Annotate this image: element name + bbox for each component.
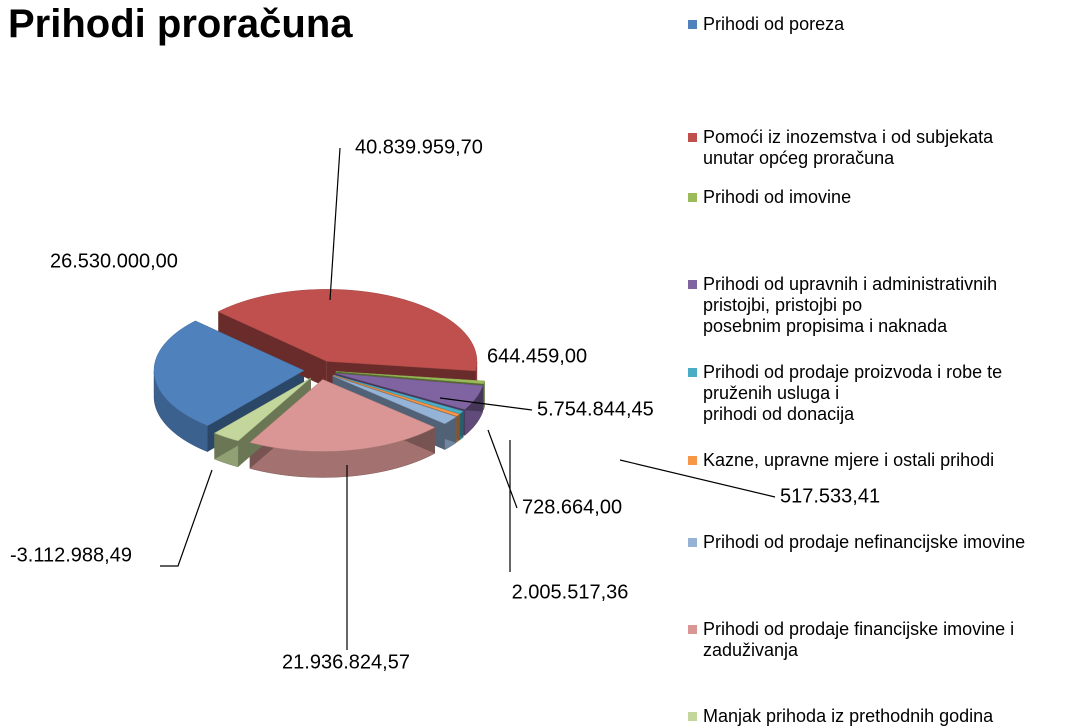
legend-label: Pomoći iz inozemstva i od subjekata unut…	[703, 127, 994, 168]
legend-swatch	[688, 280, 697, 289]
pie-slice	[333, 374, 464, 415]
leader-line	[329, 147, 341, 301]
legend-label: Prihodi od prodaje nefinancijske imovine	[703, 532, 1026, 552]
leader-line	[619, 459, 776, 498]
legend-swatch	[688, 133, 697, 142]
legend-swatch	[688, 456, 697, 465]
data-label: 5.754.844,45	[537, 398, 654, 420]
pie-slice	[334, 373, 484, 410]
data-label: 644.459,00	[487, 345, 587, 367]
legend-entry: Kazne, upravne mjere i ostali prihodi	[688, 450, 994, 471]
legend-label: Prihodi od upravnih i administrativnih p…	[703, 274, 998, 336]
legend-label: Manjak prihoda iz prethodnih godina	[703, 706, 994, 726]
legend-label: Kazne, upravne mjere i ostali prihodi	[703, 450, 995, 470]
legend-swatch	[688, 20, 697, 29]
data-label: 517.533,41	[780, 485, 880, 507]
legend-entry: Pomoći iz inozemstva i od subjekata unut…	[688, 127, 993, 169]
legend-label: Prihodi od prodaje financijske imovine i…	[703, 619, 1015, 660]
legend-entry: Prihodi od upravnih i administrativnih p…	[688, 274, 997, 337]
pie-slice	[217, 289, 478, 372]
legend-entry: Prihodi od poreza	[688, 14, 844, 35]
data-label: 728.664,00	[522, 496, 622, 518]
pie-slice	[332, 375, 457, 425]
leader-line	[160, 469, 213, 567]
data-label: -3.112.988,49	[10, 544, 132, 566]
pie-slice	[333, 375, 461, 417]
legend-label: Prihodi od poreza	[703, 14, 845, 34]
leader-line	[487, 429, 518, 509]
pie-slice	[335, 371, 485, 385]
legend-swatch	[688, 538, 697, 547]
data-label: 2.005.517,36	[512, 581, 629, 603]
leader-line	[439, 397, 533, 411]
pie-slice	[213, 377, 312, 442]
legend-swatch	[688, 712, 697, 721]
legend-entry: Prihodi od imovine	[688, 187, 851, 208]
pie-tops	[153, 289, 485, 452]
legend-entry: Manjak prihoda iz prethodnih godina	[688, 706, 993, 727]
pie-slice	[249, 379, 436, 452]
data-label: 40.839.959,70	[355, 136, 483, 158]
legend-label: Prihodi od imovine	[703, 187, 852, 207]
legend-label: Prihodi od prodaje proizvoda i robe te p…	[703, 362, 1003, 424]
legend-swatch	[688, 368, 697, 377]
legend-swatch	[688, 193, 697, 202]
chart-title: Prihodi proračuna	[8, 2, 353, 46]
legend-entry: Prihodi od prodaje nefinancijske imovine	[688, 532, 1025, 553]
data-label: 21.936.824,57	[282, 651, 410, 673]
legend-entry: Prihodi od prodaje proizvoda i robe te p…	[688, 362, 1002, 425]
legend-swatch	[688, 625, 697, 634]
data-label: 26.530.000,00	[50, 250, 178, 272]
pie-slice	[153, 320, 305, 426]
legend-entry: Prihodi od prodaje financijske imovine i…	[688, 619, 1014, 661]
